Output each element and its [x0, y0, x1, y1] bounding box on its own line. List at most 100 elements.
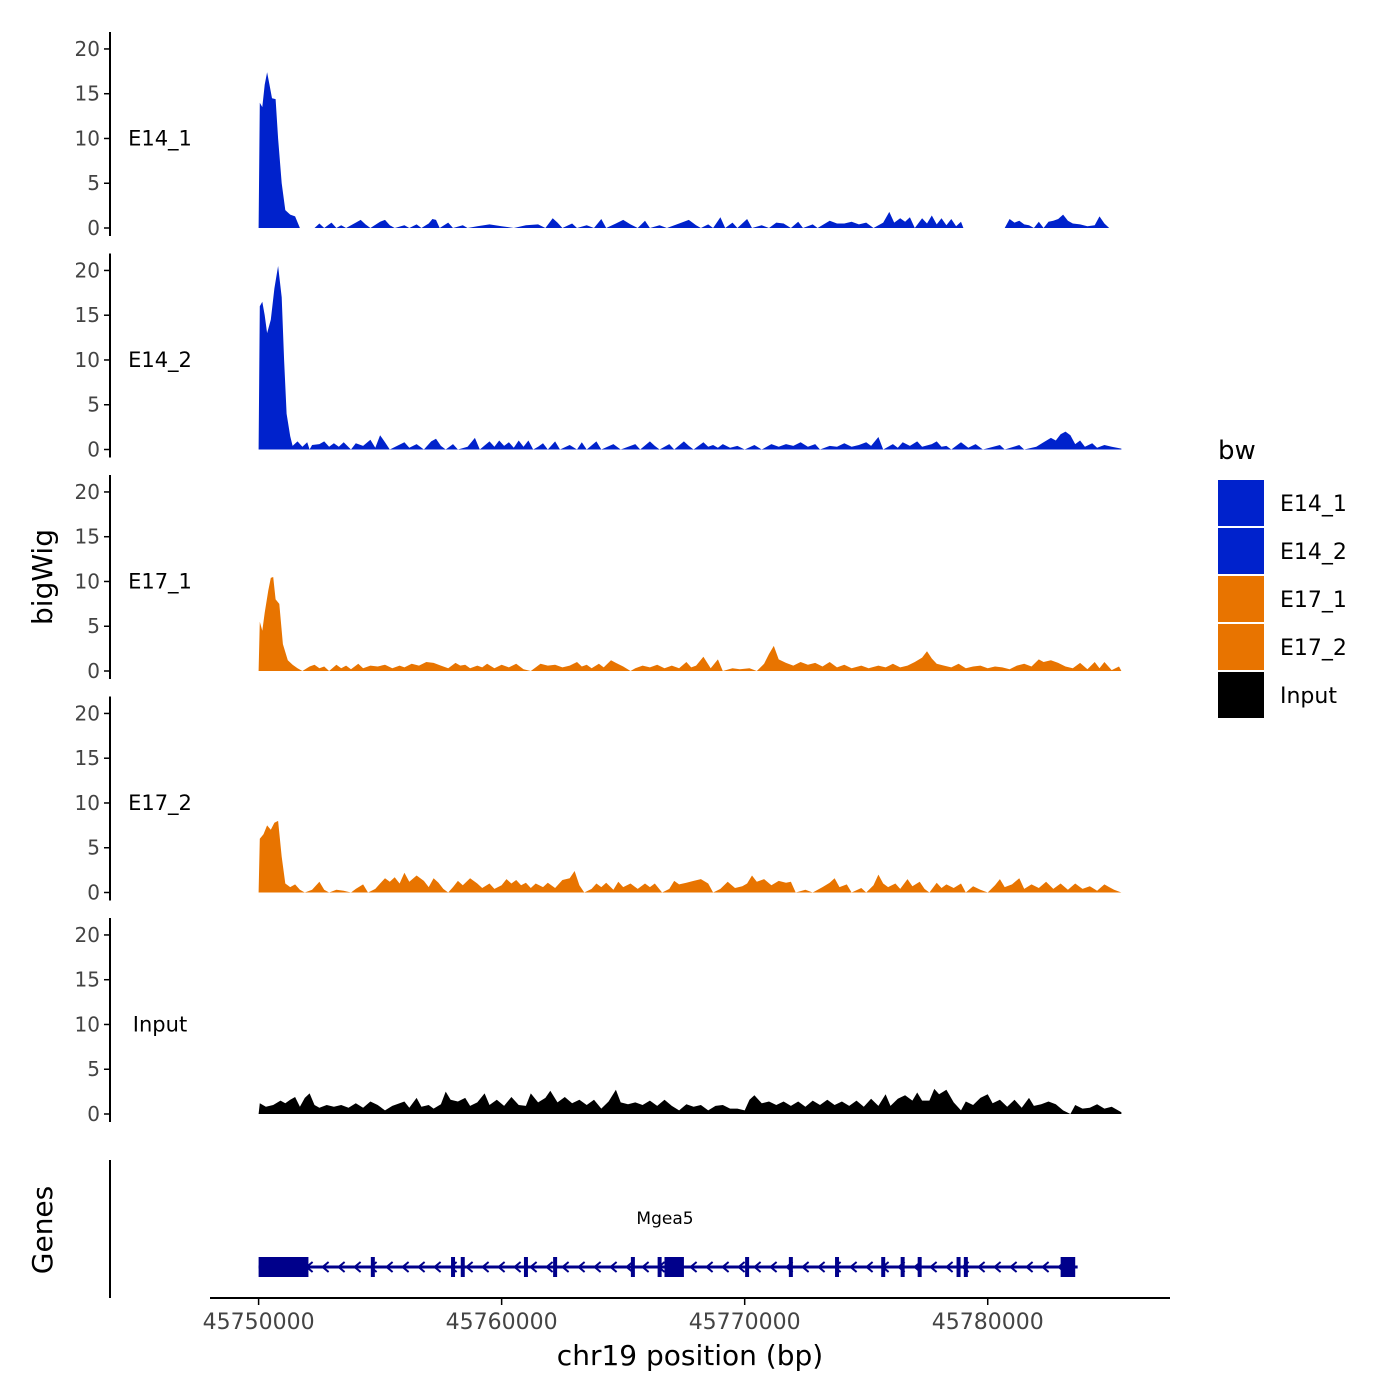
- y-tick-label: 5: [87, 393, 100, 417]
- y-tick-label: 0: [87, 438, 100, 462]
- gene-exon: [370, 1257, 375, 1277]
- x-tick-label: 45780000: [932, 1310, 1044, 1335]
- gene-exon: [956, 1257, 961, 1277]
- y-tick-label: 0: [87, 881, 100, 905]
- gene-exon: [963, 1257, 968, 1277]
- legend-swatch-e14-1: [1218, 480, 1264, 526]
- gene-exon: [657, 1257, 662, 1277]
- strand-arrow: [481, 1261, 490, 1273]
- strand-arrow: [417, 1261, 426, 1273]
- tracks-layer: 05101520E14_105101520E14_205101520E17_10…: [75, 32, 1122, 1126]
- strand-arrow: [609, 1261, 618, 1273]
- legend-label-e17-2: E17_2: [1280, 636, 1347, 661]
- strand-arrow: [545, 1261, 554, 1273]
- signal-area: [258, 266, 1122, 450]
- strand-arrow: [945, 1261, 954, 1273]
- gene-model: [258, 1257, 1078, 1277]
- strand-arrow: [401, 1261, 410, 1273]
- y-tick-label: 15: [75, 968, 100, 992]
- strand-arrow: [577, 1261, 586, 1273]
- y-tick-label: 10: [75, 791, 100, 815]
- y-tick-label: 5: [87, 1057, 100, 1081]
- strand-arrow: [1025, 1261, 1034, 1273]
- y-tick-label: 10: [75, 126, 100, 150]
- y-tick-label: 15: [75, 746, 100, 770]
- x-axis: chr19 position (bp) 45750000 45760000 4577…: [203, 1297, 1170, 1372]
- strand-arrow: [385, 1261, 394, 1273]
- strand-arrow: [337, 1261, 346, 1273]
- strand-arrow: [721, 1261, 730, 1273]
- strand-arrow: [769, 1261, 778, 1273]
- gene-exon: [745, 1257, 750, 1277]
- strand-arrow: [433, 1261, 442, 1273]
- gene-exon: [451, 1257, 456, 1277]
- track-name-label: Input: [133, 1012, 187, 1036]
- gene-exon: [917, 1257, 922, 1277]
- strand-arrow: [801, 1261, 810, 1273]
- legend-swatch-e17-1: [1218, 576, 1264, 622]
- gene-exon: [900, 1257, 905, 1277]
- y-axis-label: bigWig: [26, 529, 59, 625]
- y-tick-label: 5: [87, 836, 100, 860]
- signal-area: [258, 1088, 1122, 1114]
- y-tick-label: 15: [75, 525, 100, 549]
- strand-arrow: [497, 1261, 506, 1273]
- strand-arrow: [529, 1261, 538, 1273]
- y-tick-label: 5: [87, 614, 100, 638]
- y-tick-label: 20: [75, 923, 100, 947]
- legend-swatch-e14-2: [1218, 528, 1264, 574]
- strand-arrow: [465, 1261, 474, 1273]
- strand-arrow: [977, 1261, 986, 1273]
- strand-arrow: [593, 1261, 602, 1273]
- signal-area: [258, 820, 1122, 893]
- genes-axis-label: Genes: [26, 1186, 59, 1274]
- y-tick-label: 10: [75, 1012, 100, 1036]
- strand-arrow: [753, 1261, 762, 1273]
- strand-arrow: [737, 1261, 746, 1273]
- strand-arrow: [849, 1261, 858, 1273]
- legend-swatch-e17-2: [1218, 624, 1264, 670]
- strand-arrow: [321, 1261, 330, 1273]
- gene-block: [664, 1257, 684, 1277]
- strand-arrow: [817, 1261, 826, 1273]
- y-tick-label: 15: [75, 303, 100, 327]
- track-e17-2: 0 5 10 15 20 E17_2: [75, 696, 1122, 905]
- signal-area: [258, 72, 1110, 228]
- strand-arrow: [689, 1261, 698, 1273]
- legend-label-e14-2: E14_2: [1280, 540, 1347, 565]
- gene-exon: [553, 1257, 558, 1277]
- legend-label-e17-1: E17_1: [1280, 588, 1347, 613]
- track-e14-1: 0 5 10 15 20 E14_1: [75, 32, 1110, 240]
- y-tick-label: 0: [87, 216, 100, 240]
- legend: bw E14_1 E14_2 E17_1 E17_2 Input: [1218, 436, 1347, 718]
- strand-arrow: [705, 1261, 714, 1273]
- track-name-label: E17_2: [128, 791, 192, 816]
- y-tick-label: 20: [75, 480, 100, 504]
- legend-label-input: Input: [1280, 684, 1337, 709]
- gene-exon: [881, 1257, 886, 1277]
- strand-arrow: [625, 1261, 634, 1273]
- y-tick-label: 20: [75, 258, 100, 282]
- y-tick-label: 5: [87, 171, 100, 195]
- gene-exon: [460, 1257, 465, 1277]
- track-name-label: E14_1: [128, 126, 192, 151]
- y-tick-label: 20: [75, 37, 100, 61]
- legend-swatch-input: [1218, 672, 1264, 718]
- x-tick-label: 45770000: [689, 1310, 801, 1335]
- strand-arrow: [1009, 1261, 1018, 1273]
- y-tick-label: 10: [75, 348, 100, 372]
- strand-arrow: [353, 1261, 362, 1273]
- gene-name-label: Mgea5: [636, 1209, 693, 1229]
- gene-exon: [788, 1257, 793, 1277]
- track-e14-2: 0 5 10 15 20 E14_2: [75, 253, 1122, 462]
- gene-exon: [835, 1257, 840, 1277]
- strand-arrow: [513, 1261, 522, 1273]
- signal-area: [258, 577, 1122, 671]
- gene-exon: [630, 1257, 635, 1277]
- strand-arrow: [929, 1261, 938, 1273]
- strand-arrow: [641, 1261, 650, 1273]
- strand-arrow: [993, 1261, 1002, 1273]
- track-input: 0 5 10 15 20 Input: [75, 918, 1122, 1126]
- y-tick-label: 15: [75, 82, 100, 106]
